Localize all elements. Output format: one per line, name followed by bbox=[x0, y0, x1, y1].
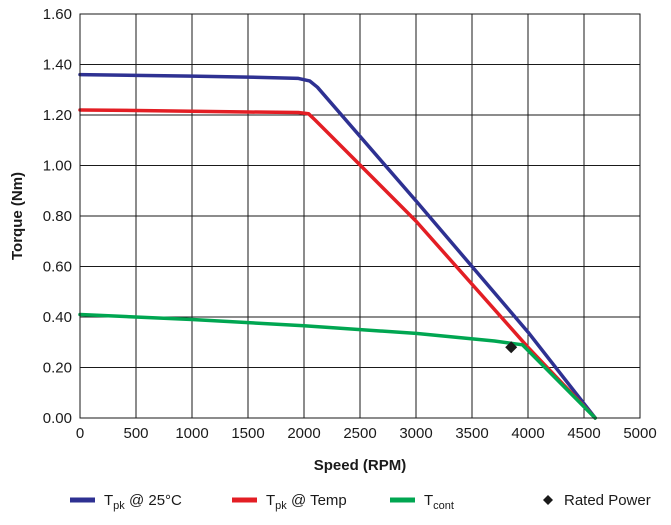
legend-label: Rated Power bbox=[564, 492, 651, 509]
y-tick-label: 0.40 bbox=[43, 309, 72, 326]
x-tick-label: 3000 bbox=[399, 425, 432, 442]
y-tick-label: 1.60 bbox=[43, 6, 72, 23]
series-line-1 bbox=[78, 108, 597, 420]
legend-marker bbox=[543, 495, 553, 505]
legend-item: Tpk @ Temp bbox=[232, 492, 347, 512]
x-axis-ticks: 0 500 1000 1500 2000 2500 3000 3500 4000 4500 5000 bbox=[76, 425, 657, 442]
legend: Tpk @ 25°C Tpk @ Temp Tcont Rated Power bbox=[70, 492, 651, 512]
legend-item: Rated Power bbox=[543, 492, 651, 509]
y-tick-label: 1.40 bbox=[43, 57, 72, 74]
x-tick-label: 0 bbox=[76, 425, 84, 442]
y-tick-label: 1.20 bbox=[43, 107, 72, 124]
y-axis-ticks: 0.00 0.20 0.40 0.60 0.80 1.00 1.20 1.40 1.60 bbox=[43, 6, 72, 427]
legend-item: Tcont bbox=[390, 492, 454, 512]
x-tick-label: 4000 bbox=[511, 425, 544, 442]
x-tick-label: 1000 bbox=[175, 425, 208, 442]
legend-label: Tcont bbox=[424, 492, 454, 512]
x-tick-label: 2500 bbox=[343, 425, 376, 442]
x-tick-label: 500 bbox=[123, 425, 148, 442]
y-tick-label: 1.00 bbox=[43, 158, 72, 175]
y-tick-label: 0.60 bbox=[43, 259, 72, 276]
series-layer bbox=[78, 72, 597, 420]
legend-item: Tpk @ 25°C bbox=[70, 492, 182, 512]
x-tick-label: 5000 bbox=[623, 425, 656, 442]
y-axis-title: Torque (Nm) bbox=[9, 172, 26, 260]
x-tick-label: 2000 bbox=[287, 425, 320, 442]
x-tick-label: 4500 bbox=[567, 425, 600, 442]
y-tick-label: 0.20 bbox=[43, 360, 72, 377]
y-tick-label: 0.00 bbox=[43, 410, 72, 427]
plot-area-frame bbox=[79, 13, 641, 419]
y-tick-label: 0.80 bbox=[43, 208, 72, 225]
x-tick-label: 3500 bbox=[455, 425, 488, 442]
legend-label: Tpk @ Temp bbox=[266, 492, 347, 512]
legend-label: Tpk @ 25°C bbox=[104, 492, 182, 512]
x-tick-label: 1500 bbox=[231, 425, 264, 442]
series-line-2 bbox=[78, 312, 597, 420]
series-line-0 bbox=[78, 72, 597, 420]
x-axis-title: Speed (RPM) bbox=[314, 457, 407, 474]
rated-power-point bbox=[505, 341, 518, 354]
